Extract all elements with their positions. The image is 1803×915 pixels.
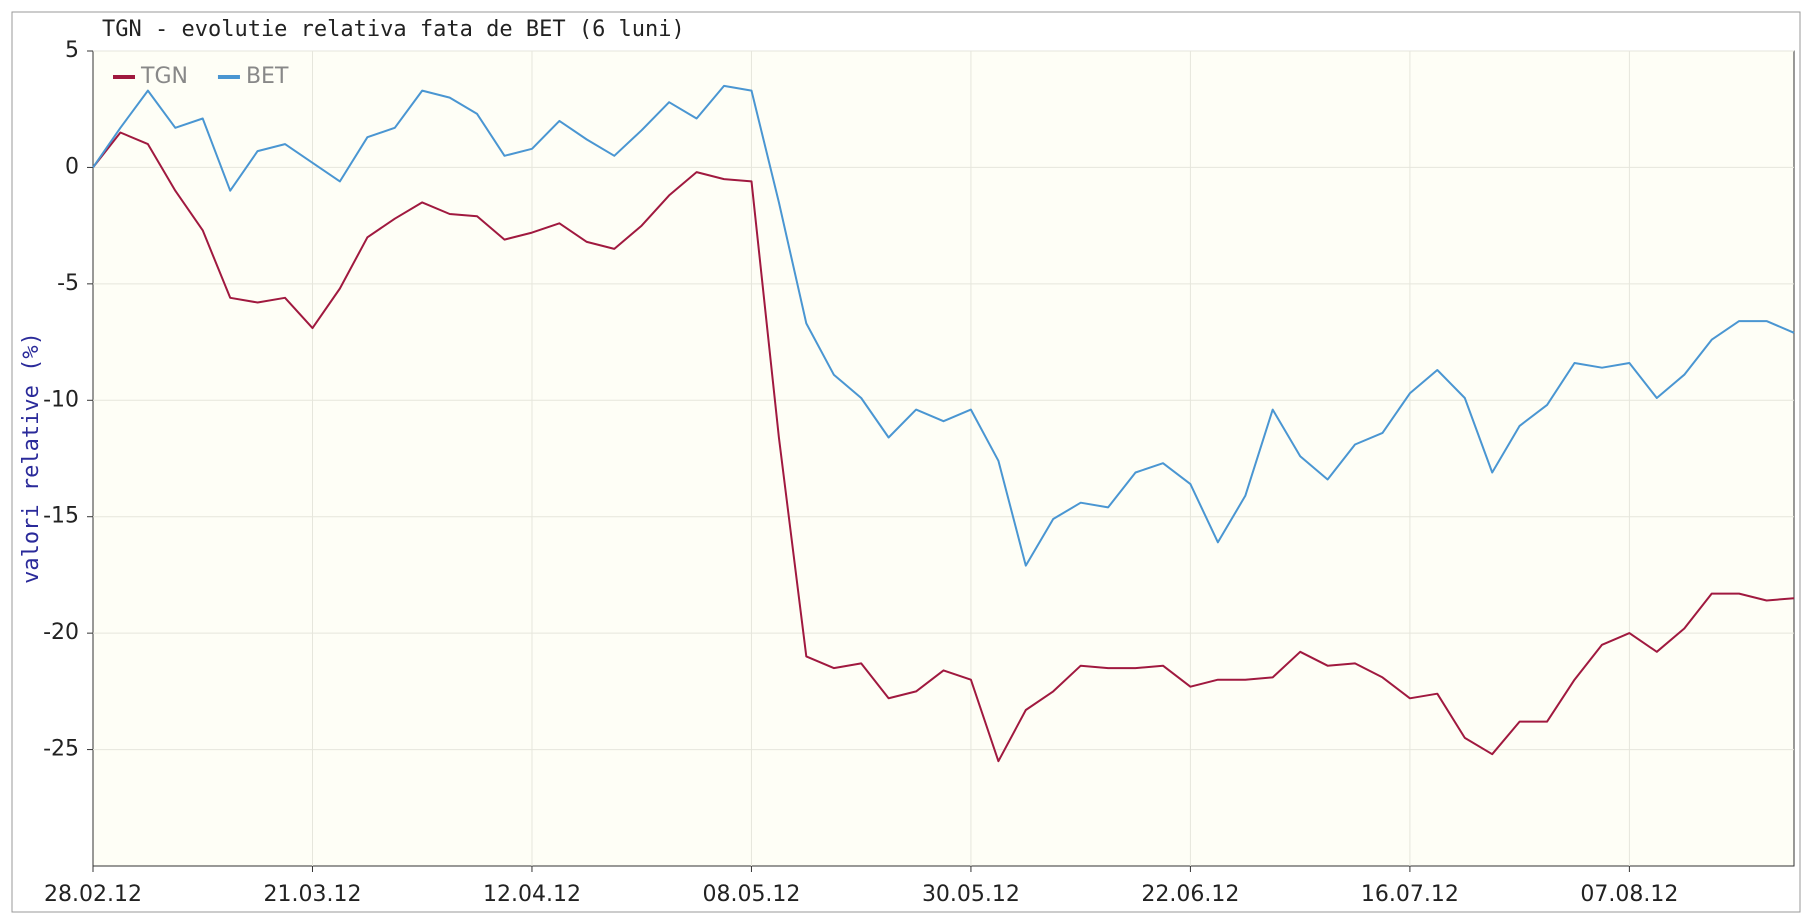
x-tick-label: 30.05.12 [922,882,1020,907]
legend-label: TGN [140,64,188,89]
y-axis-label: valori relative (%) [19,332,44,584]
plot-area [92,50,1795,867]
x-tick-label: 12.04.12 [483,882,581,907]
y-tick-label: 5 [65,38,79,63]
legend-label: BET [246,64,289,89]
y-tick-label: -15 [43,504,79,529]
series-line [92,131,1795,763]
y-tick-label: -10 [43,387,79,412]
x-tick-label: 08.05.12 [702,882,800,907]
y-tick-label: -25 [43,737,79,762]
x-tick-label: 21.03.12 [263,882,361,907]
x-tick-label: 16.07.12 [1361,882,1459,907]
y-tick-label: -20 [43,620,79,645]
x-tick-label: 28.02.12 [44,882,142,907]
chart-title: TGN - evolutie relativa fata de BET (6 l… [102,17,685,42]
x-tick-label: 22.06.12 [1141,882,1239,907]
x-tick-label: 07.08.12 [1580,882,1678,907]
y-tick-label: -5 [57,271,79,296]
series-line [92,84,1795,567]
y-tick-label: 0 [65,154,79,179]
